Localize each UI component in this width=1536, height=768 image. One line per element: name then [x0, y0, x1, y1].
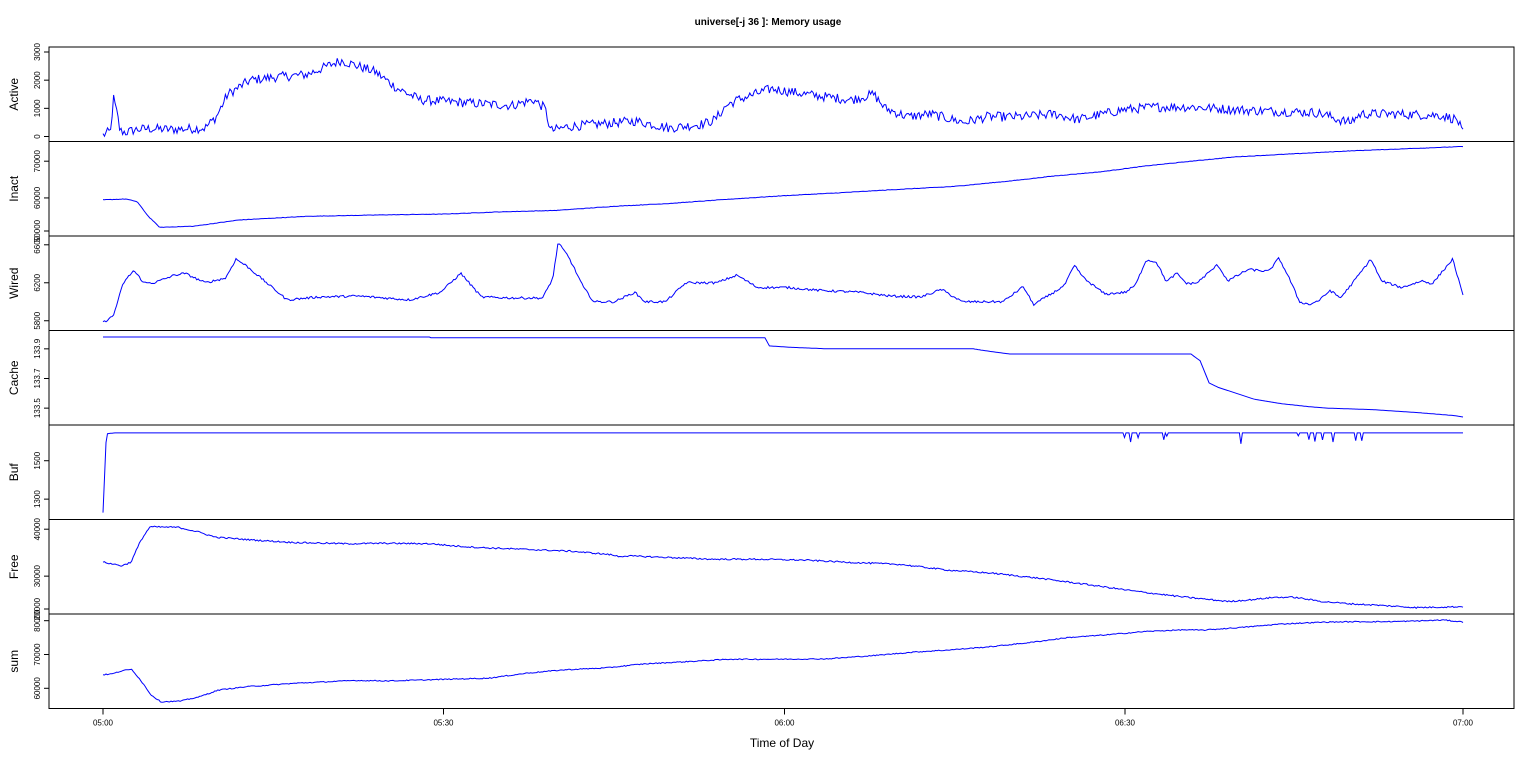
series-line-inact: [102, 146, 1464, 228]
series-line-free: [102, 525, 1464, 609]
panel-frame: [48, 235, 1515, 331]
y-tick-label: 40000: [33, 518, 42, 541]
y-tick-label: 2000: [33, 71, 42, 89]
chart-title: universe[-j 36 ]: Memory usage: [694, 17, 842, 28]
panel-frame: [48, 424, 1515, 520]
panel-frame: [48, 613, 1515, 709]
series-line-cache: [103, 336, 1464, 418]
y-tick-label: 133.9: [33, 338, 42, 359]
y-tick-label: 6600: [33, 235, 42, 253]
panel-label-cache: Cache: [7, 360, 21, 395]
panel-frame: [48, 519, 1515, 615]
series-line-wired: [102, 243, 1464, 323]
y-tick-label: 50000: [33, 219, 42, 242]
panel-frame: [48, 330, 1515, 426]
x-tick-label: 05:30: [433, 719, 454, 728]
x-axis: 05:00 05:30 06:00 06:30 07:00: [93, 708, 1474, 728]
series-line-sum: [102, 619, 1464, 703]
y-tick-label: 30000: [33, 564, 42, 587]
y-tick-label: 70000: [33, 150, 42, 173]
y-tick-label: 6200: [33, 273, 42, 291]
y-tick-label: 70000: [33, 643, 42, 666]
panel-inact: 50000 60000 70000 Inact: [7, 141, 1515, 242]
panel-label-buf: Buf: [7, 463, 21, 482]
y-tick-label: 20000: [33, 597, 42, 620]
x-tick-label: 06:00: [774, 719, 795, 728]
y-tick-label: 1000: [33, 99, 42, 117]
series-line-active: [102, 58, 1464, 138]
panel-frame: [48, 141, 1515, 237]
y-tick-label: 133.7: [33, 368, 42, 389]
panel-cache: 133.5 133.7 133.9 Cache: [7, 330, 1515, 426]
panel-label-wired: Wired: [7, 268, 21, 299]
panel-active: 0 1000 2000 3000 Active: [7, 43, 1515, 142]
panel-free: 20000 30000 40000 Free: [7, 518, 1515, 620]
panel-label-active: Active: [7, 78, 21, 111]
series-line-buf: [102, 431, 1463, 513]
y-tick-label: 60000: [33, 186, 42, 209]
y-tick-label: 133.5: [33, 398, 42, 419]
x-tick-label: 07:00: [1453, 719, 1474, 728]
panel-buf: 1300 1500 Buf: [7, 424, 1515, 520]
panel-label-inact: Inact: [7, 175, 21, 202]
x-tick-label: 06:30: [1115, 719, 1136, 728]
panel-label-free: Free: [7, 554, 21, 579]
panel-wired: 5800 6200 6600 Wired: [7, 235, 1515, 331]
y-tick-label: 80000: [33, 609, 42, 632]
y-tick-label: 1500: [33, 451, 42, 469]
panels-layer: 0100020003000Active500006000070000Inact5…: [7, 43, 1515, 709]
x-axis-label: Time of Day: [750, 736, 814, 750]
y-tick-label: 5800: [33, 311, 42, 329]
y-tick-label: 0: [33, 134, 42, 139]
y-tick-label: 60000: [33, 677, 42, 700]
panel-label-sum: sum: [7, 650, 21, 673]
y-tick-label: 3000: [33, 43, 42, 61]
x-tick-label: 05:00: [93, 719, 114, 728]
panel-sum: 60000 70000 80000 sum: [7, 609, 1515, 709]
y-tick-label: 1300: [33, 490, 42, 508]
